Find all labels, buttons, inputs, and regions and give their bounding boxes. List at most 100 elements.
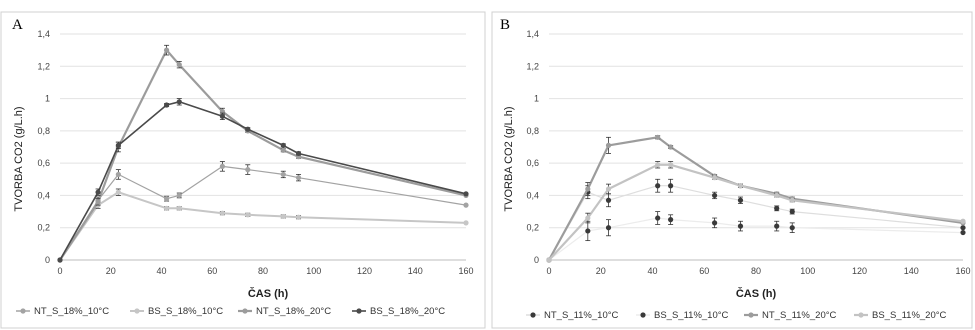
panel-b-letter: B [500, 17, 510, 33]
panel-a-data-point [219, 163, 225, 169]
panel-a-x-tick-label: 160 [458, 266, 473, 276]
panel-a-data-point [163, 196, 170, 202]
panel-a-x-tick-label: 20 [106, 266, 116, 276]
panel-a-y-tick-label: 0,2 [37, 223, 50, 233]
panel-b-data-point [605, 142, 612, 148]
panel-a-legend-swatch-marker [20, 308, 26, 314]
panel-b-legend-swatch-marker [748, 312, 754, 318]
panel-a-y-tick-label: 1,4 [37, 29, 50, 39]
panel-b-data-point [789, 197, 795, 203]
panel-a-data-point [176, 99, 182, 105]
panel-a-y-tick-label: 0,6 [37, 158, 50, 168]
panel-b-y-tick-label: 0,8 [526, 126, 539, 136]
panel-b-x-tick-label: 140 [904, 266, 919, 276]
panel-a-data-point [280, 213, 286, 220]
panel-b-data-point [737, 223, 744, 229]
panel-a-letter: A [12, 17, 23, 33]
panel-a-y-tick-label: 0,8 [37, 126, 50, 136]
panel-a-data-point [463, 202, 469, 208]
panel-a-data-point [57, 257, 63, 263]
panel-a-legend-label: NT_S_18%_10°C [34, 306, 109, 317]
panel-b-series-line-4 [548, 163, 964, 261]
panel-b-legend-label: NT_S_11%_10°C [544, 310, 619, 321]
panel-b-y-tick-label: 1,2 [526, 61, 539, 71]
panel-a-data-point [176, 62, 182, 68]
panel-b-frame [491, 11, 973, 329]
panel-a-series-line-4 [59, 101, 467, 261]
panel-a-data-point [295, 150, 302, 157]
panel-a-data-point [463, 191, 469, 197]
panel-a-y-tick-label: 0 [45, 255, 50, 265]
panel-b-data-point [605, 197, 612, 203]
panel-b-y-tick-label: 0,2 [526, 223, 539, 233]
panel-a-data-point [245, 126, 251, 132]
panel-a-legend-swatch-marker [356, 308, 362, 314]
panel-b-legend-swatch-marker [858, 312, 864, 318]
panel-b-y-tick-label: 1 [534, 94, 539, 104]
panel-a-data-point [219, 210, 225, 216]
panel-b-data-point [655, 162, 661, 168]
panel-a-legend-swatch-marker [134, 308, 140, 314]
panel-b-y-tick-label: 0 [534, 255, 539, 265]
panel-b-x-tick-label: 0 [546, 266, 551, 276]
panel-b-legend-label: NT_S_11%_20°C [762, 310, 837, 321]
panel-b-data-point [737, 183, 744, 189]
panel-a-series-line-2 [59, 191, 467, 261]
panel-a-data-point [176, 192, 182, 199]
panel-a-series-line-1 [59, 165, 467, 261]
panel-a-x-tick-label: 40 [156, 266, 166, 276]
panel-a-frame [0, 11, 486, 329]
panel-a-data-point [163, 205, 170, 211]
panel-b-y-axis-title: TVORBA CO2 (g/L.h) [503, 106, 515, 211]
panel-a-x-tick-label: 60 [207, 266, 217, 276]
panel-b-data-point [712, 220, 718, 226]
panel-b-data-point [960, 225, 966, 231]
panel-b-data-point [655, 215, 661, 221]
panel-b-y-tick-label: 0,6 [526, 158, 539, 168]
panel-b-x-tick-label: 80 [751, 266, 761, 276]
panel-b-data-point [546, 257, 552, 263]
panel-b-data-point [668, 183, 674, 189]
panel-a-data-point [295, 175, 302, 181]
panel-b-data-point [789, 225, 795, 231]
panel-b-x-tick-label: 60 [699, 266, 709, 276]
panel-b-y-tick-label: 0,4 [526, 190, 539, 200]
panel-a-x-tick-label: 100 [306, 266, 321, 276]
panel-b-series-line-3 [548, 136, 964, 261]
panel-b-data-point [585, 186, 591, 192]
panel-a-data-point [463, 220, 469, 226]
panel-a-data-point [163, 102, 170, 108]
panel-a-data-point [280, 147, 286, 153]
panel-b-data-point [585, 215, 591, 221]
panel-b: B 0 0,2 0,4 0,6 0,8 1 1,2 1,4 0 20 40 60 80 100 120 140 1… [500, 17, 971, 321]
panel-b-data-point [585, 228, 591, 234]
panel-a-data-point [295, 214, 302, 220]
panel-a-legend-swatch-marker [242, 308, 248, 314]
panel-a-data-point [176, 205, 182, 211]
panel-a-x-tick-label: 80 [258, 266, 268, 276]
panel-a-data-point [245, 212, 251, 218]
panel-a-legend-label: BS_S_18%_10°C [148, 306, 223, 317]
panel-a-data-point [115, 171, 121, 178]
panel-b-legend-swatch-marker [640, 312, 646, 318]
panel-b-legend-swatch-marker [530, 312, 536, 318]
panel-a-y-axis-title: TVORBA CO2 (g/L.h) [13, 106, 25, 211]
panel-a-y-tick-label: 1 [45, 94, 50, 104]
panel-b-data-point [668, 217, 674, 223]
panel-b-data-point [668, 162, 674, 168]
panel-a-data-point [115, 142, 121, 148]
panel-b-y-tick-label: 1,4 [526, 29, 539, 39]
panel-b-data-point [960, 229, 966, 236]
panel-b-data-point [712, 175, 718, 181]
panel-b-legend-label: BS_S_11%_10°C [654, 310, 729, 321]
panel-b-data-point [655, 134, 661, 140]
panel-b-x-tick-label: 20 [596, 266, 606, 276]
panel-b-data-point [655, 183, 661, 189]
panel-a-data-point [95, 199, 101, 205]
panel-b-data-point [712, 192, 718, 199]
panel-a-data-point [280, 142, 286, 148]
panel-b-data-point [774, 192, 780, 199]
panel-b-series-line-1 [548, 185, 964, 261]
panel-b-data-point [737, 197, 744, 203]
